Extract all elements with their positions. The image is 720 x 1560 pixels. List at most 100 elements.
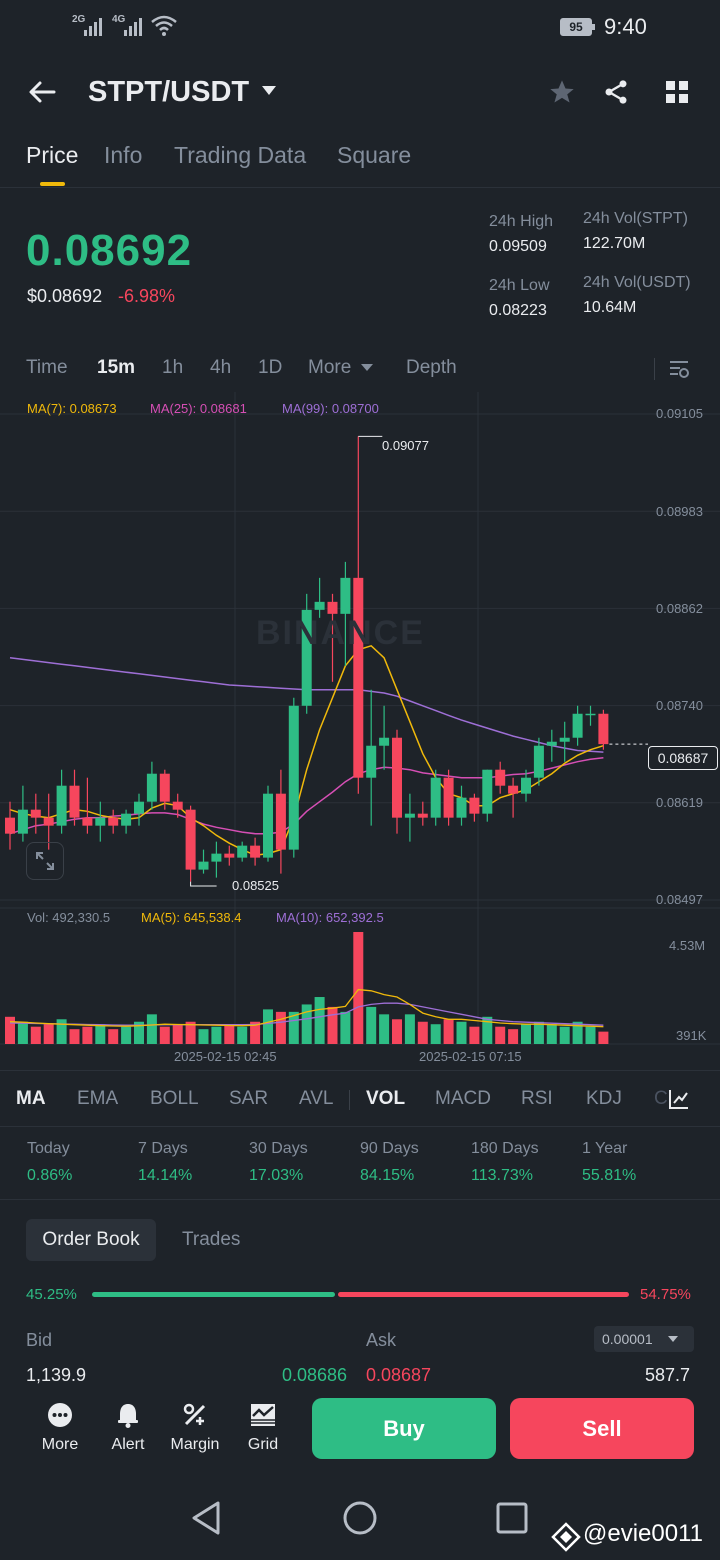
exchange-watermark: BINANCE — [256, 614, 425, 652]
caret-down-icon[interactable] — [668, 1336, 678, 1342]
indicator-ma[interactable]: MA — [16, 1088, 46, 1109]
candle-body — [392, 737, 402, 818]
volume-bar — [275, 1011, 286, 1044]
volume-bar — [30, 1026, 41, 1044]
indicator-boll[interactable]: BOLL — [150, 1088, 199, 1109]
chart-settings-icon[interactable] — [668, 358, 690, 380]
tab-depth[interactable]: Depth — [406, 357, 457, 378]
ask-ratio-fill — [337, 1292, 629, 1297]
candle-body — [146, 773, 157, 802]
volume-bar — [159, 1026, 170, 1044]
interval-4h[interactable]: 4h — [210, 357, 232, 378]
bid-ratio-fill — [92, 1292, 335, 1297]
divider — [0, 187, 720, 188]
network-type-2: 4G — [112, 14, 126, 25]
current-price-tag: 0.08687 — [648, 746, 718, 770]
volume-bar — [17, 1021, 28, 1044]
vol-ma10-legend: MA(10): 652,392.5 — [276, 910, 384, 925]
volume-bar — [430, 1024, 441, 1044]
share-icon[interactable] — [602, 78, 630, 106]
candle-body — [288, 705, 299, 850]
tab-trades[interactable]: Trades — [182, 1229, 241, 1250]
y-tick-label: 0.08862 — [656, 601, 703, 616]
tab-info[interactable]: Info — [104, 142, 143, 168]
interval-1d[interactable]: 1D — [258, 357, 283, 378]
candle-body — [456, 797, 467, 818]
tab-price[interactable]: Price — [26, 142, 79, 168]
ma7-legend: MA(7): 0.08673 — [27, 401, 117, 416]
indicator-ema[interactable]: EMA — [77, 1088, 119, 1109]
grid-label: Grid — [247, 1436, 279, 1453]
volume-bar — [392, 1019, 402, 1044]
caret-down-icon[interactable] — [361, 364, 373, 371]
divider — [0, 1126, 720, 1127]
candle-body — [559, 737, 570, 742]
battery-indicator: 95 — [560, 18, 595, 36]
indicator-rsi[interactable]: RSI — [521, 1088, 553, 1109]
active-tab-indicator — [40, 182, 65, 186]
perf-label: Today — [27, 1140, 70, 1157]
candle-body — [185, 809, 196, 870]
perf-label: 90 Days — [360, 1140, 419, 1157]
back-nav-icon[interactable] — [190, 1500, 222, 1536]
vol-base-label: 24h Vol(STPT) — [583, 210, 688, 227]
interval-1h[interactable]: 1h — [162, 357, 184, 378]
candle-body — [134, 801, 144, 814]
vol-ma10-line — [9, 1002, 604, 1026]
indicator-settings-icon[interactable] — [668, 1088, 690, 1110]
vol-base-value: 122.70M — [583, 235, 646, 252]
candle-body — [585, 713, 596, 716]
indicator-macd[interactable]: MACD — [435, 1088, 491, 1109]
buy-button[interactable]: Buy — [312, 1398, 496, 1459]
interval-time[interactable]: Time — [26, 357, 68, 378]
volume-bar — [521, 1024, 531, 1044]
candle-body — [237, 845, 248, 858]
volume-bar — [69, 1029, 80, 1044]
back-arrow-icon[interactable] — [28, 80, 56, 104]
indicator-vol[interactable]: VOL — [366, 1088, 406, 1109]
volume-bar — [546, 1024, 557, 1044]
divider — [654, 358, 655, 380]
candlestick-chart[interactable] — [0, 392, 720, 1052]
volume-bar — [108, 1029, 119, 1044]
fullscreen-button[interactable] — [26, 842, 64, 880]
y-tick-label: 0.08619 — [656, 795, 703, 810]
indicator-sar[interactable]: SAR — [229, 1088, 269, 1109]
volume-bar — [134, 1021, 144, 1044]
candle-body — [224, 853, 235, 858]
caret-down-icon[interactable] — [262, 86, 276, 95]
bid-column-label: Bid — [26, 1330, 53, 1350]
volume-bar — [469, 1026, 480, 1044]
pair-title[interactable]: STPT/USDT — [88, 76, 250, 108]
indicator-more[interactable]: C — [654, 1088, 668, 1109]
tab-trading-data[interactable]: Trading Data — [174, 142, 307, 168]
volume-bar — [43, 1024, 54, 1044]
recents-nav-icon[interactable] — [496, 1502, 528, 1534]
volume-bar — [533, 1021, 544, 1044]
tab-order-book[interactable]: Order Book — [26, 1219, 156, 1261]
candle-body — [366, 745, 377, 778]
ask-price: 0.08687 — [366, 1365, 432, 1385]
sell-button[interactable]: Sell — [510, 1398, 694, 1459]
more-label: More — [41, 1436, 79, 1453]
grid-icon[interactable] — [665, 80, 689, 104]
candle-body — [546, 741, 557, 746]
bell-icon — [118, 1404, 138, 1428]
perf-label: 180 Days — [471, 1140, 539, 1157]
low-annotation-line — [190, 881, 217, 887]
indicator-kdj[interactable]: KDJ — [586, 1088, 622, 1109]
indicator-avl[interactable]: AVL — [299, 1088, 334, 1109]
candle-body — [314, 601, 325, 610]
perf-value: 84.15% — [360, 1167, 415, 1184]
interval-15m[interactable]: 15m — [97, 357, 136, 378]
candle-body — [379, 737, 390, 746]
star-icon[interactable] — [548, 78, 576, 106]
volume-bar — [559, 1026, 570, 1044]
interval-more[interactable]: More — [308, 357, 352, 378]
action-bar: More Alert Margin Grid Buy Sell — [0, 1388, 720, 1472]
volume-bar — [482, 1016, 493, 1044]
tab-square[interactable]: Square — [337, 142, 412, 168]
home-nav-icon[interactable] — [342, 1500, 378, 1536]
precision-select[interactable]: 0.00001 — [594, 1326, 694, 1352]
volume-bar — [443, 1019, 454, 1044]
